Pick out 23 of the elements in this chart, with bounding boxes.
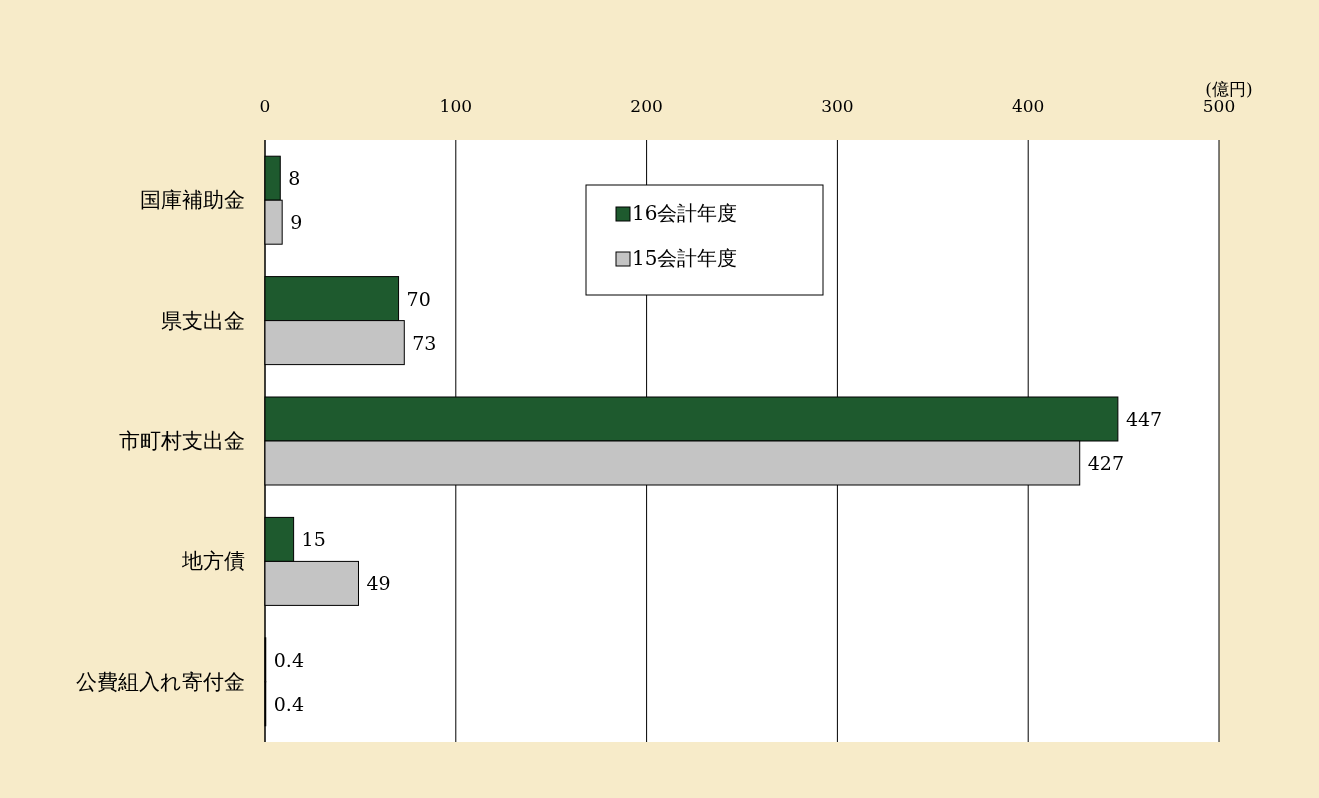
data-label: 9 — [290, 211, 303, 234]
data-label: 427 — [1087, 452, 1124, 474]
data-label: 0.4 — [273, 648, 304, 671]
y-tick-label: 県支出金 — [161, 308, 245, 333]
data-label: 8 — [288, 167, 301, 190]
y-tick-label: 公費組入れ寄付金 — [76, 669, 245, 694]
data-label: 49 — [366, 572, 391, 595]
legend-label: 15会計年度 — [632, 246, 738, 270]
x-axis-title: (億円) — [1205, 79, 1253, 99]
data-label: 70 — [406, 287, 431, 310]
data-label: 447 — [1125, 408, 1163, 430]
x-tick-label: 0 — [259, 96, 271, 116]
y-tick-label: 市町村支出金 — [119, 429, 245, 453]
y-tick-label: 地方債 — [181, 549, 245, 574]
x-tick-label: 100 — [439, 96, 473, 116]
data-label: 0.4 — [273, 692, 304, 715]
data-label: 15 — [301, 528, 326, 551]
x-tick-label: 300 — [821, 96, 854, 116]
legend-label: 16会計年度 — [632, 201, 738, 225]
x-tick-label: 200 — [630, 96, 663, 116]
x-tick-label: 400 — [1011, 96, 1045, 116]
y-tick-label: 国庫補助金 — [140, 188, 245, 213]
data-label: 73 — [412, 331, 437, 354]
